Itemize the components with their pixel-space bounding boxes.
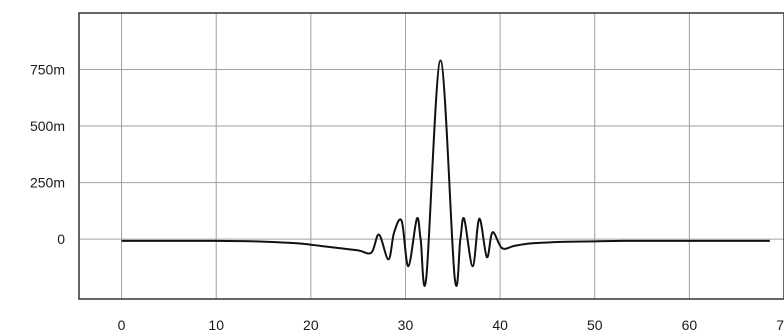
x-tick-label: 40 bbox=[492, 317, 508, 333]
x-tick-label: 10 bbox=[208, 317, 224, 333]
grid-lines bbox=[79, 13, 784, 299]
x-tick-label: 70 bbox=[776, 317, 784, 333]
y-axis-tick-labels: 0 250m 500m 750m bbox=[30, 62, 65, 248]
plot-area-frame bbox=[78, 12, 784, 300]
x-tick-label: 60 bbox=[682, 317, 698, 333]
y-tick-label: 250m bbox=[30, 175, 65, 191]
series-line-0 bbox=[121, 59, 770, 287]
x-axis-tick-labels: 0 10 20 30 40 50 60 70 bbox=[118, 317, 784, 333]
y-tick-label: 750m bbox=[30, 62, 65, 78]
x-tick-label: 0 bbox=[118, 317, 126, 333]
y-tick-label: 500m bbox=[30, 118, 65, 134]
series-layer bbox=[121, 59, 770, 287]
x-tick-label: 30 bbox=[398, 317, 414, 333]
y-tick-label: 0 bbox=[57, 231, 65, 247]
x-tick-label: 50 bbox=[587, 317, 603, 333]
x-tick-label: 20 bbox=[303, 317, 319, 333]
